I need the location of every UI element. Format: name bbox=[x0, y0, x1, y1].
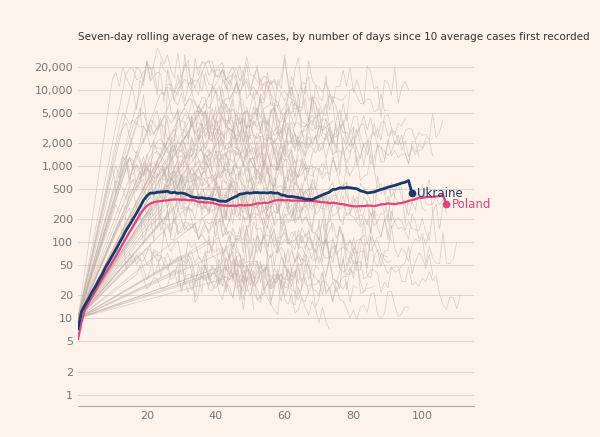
Text: Poland: Poland bbox=[452, 198, 491, 211]
Text: Ukraine: Ukraine bbox=[417, 187, 463, 200]
Text: Seven-day rolling average of new cases, by number of days since 10 average cases: Seven-day rolling average of new cases, … bbox=[78, 32, 590, 42]
